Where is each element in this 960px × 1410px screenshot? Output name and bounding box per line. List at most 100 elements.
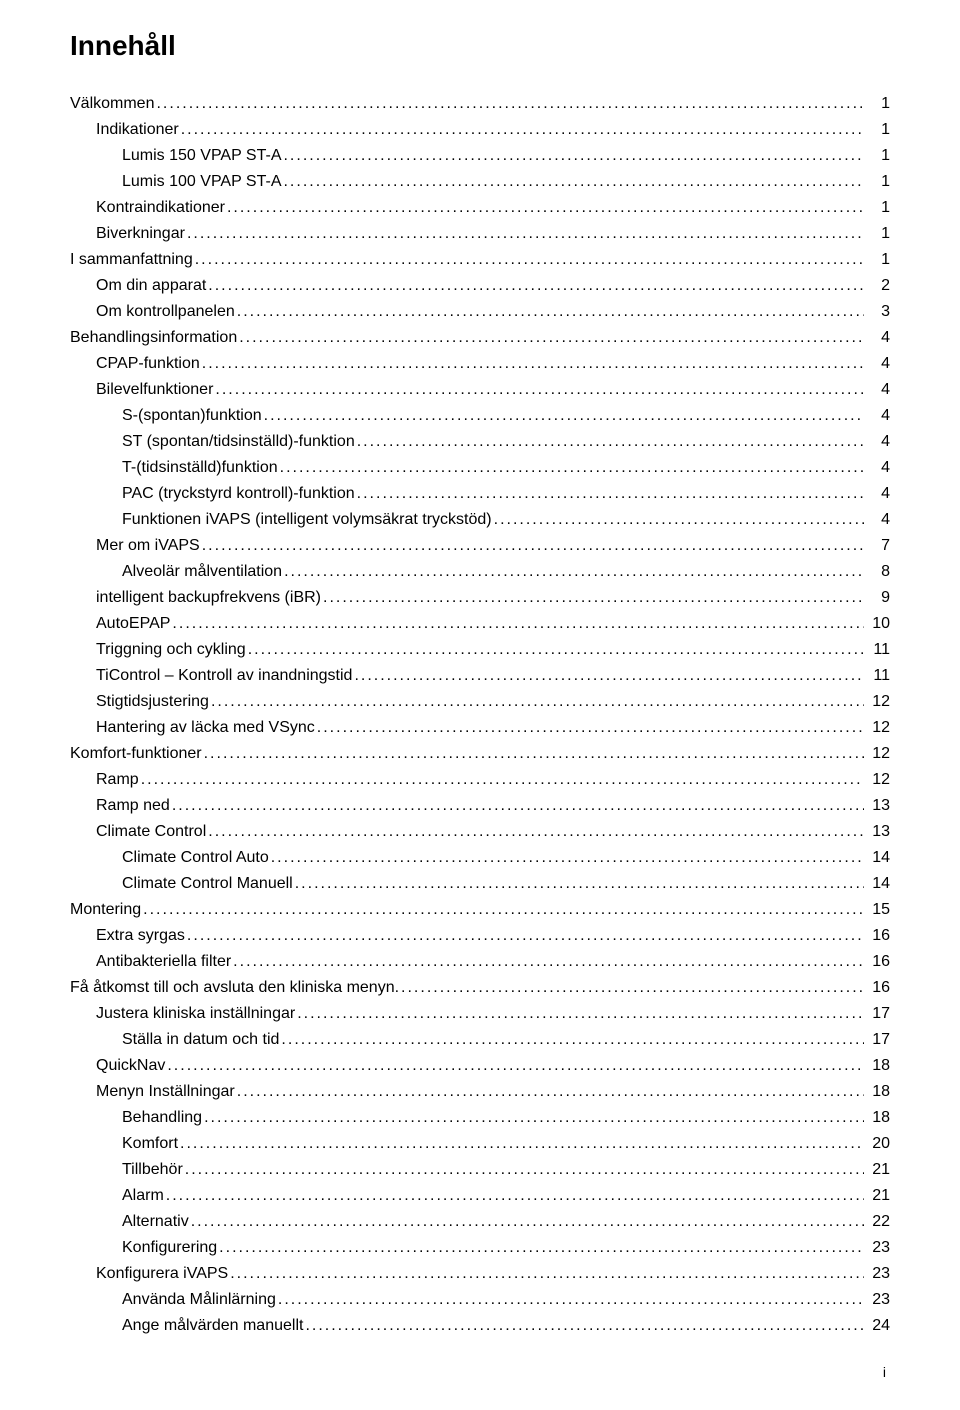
toc-entry-label: Mer om iVAPS [96,534,200,558]
toc-leader-dots [233,950,864,974]
toc-leader-dots [230,1262,864,1286]
toc-leader-dots [166,1184,864,1208]
toc-entry-page: 4 [866,326,890,350]
toc-row: Climate Control Manuell14 [70,872,890,896]
toc-entry-page: 17 [866,1028,890,1052]
toc-leader-dots [280,456,864,480]
toc-entry-page: 11 [866,664,890,688]
toc-row: Behandling18 [70,1106,890,1130]
toc-leader-dots [284,560,864,584]
toc-row: Komfort-funktioner 12 [70,742,890,766]
toc-entry-page: 18 [866,1054,890,1078]
toc-entry-page: 4 [866,404,890,428]
toc-leader-dots [357,430,864,454]
toc-entry-label: Hantering av läcka med VSync [96,716,315,740]
toc-leader-dots [357,482,864,506]
toc-entry-page: 14 [866,872,890,896]
toc-entry-label: Menyn Inställningar [96,1080,235,1104]
toc-entry-label: Ramp ned [96,794,170,818]
toc-entry-label: Lumis 100 VPAP ST-A [122,170,281,194]
toc-row: QuickNav18 [70,1054,890,1078]
table-of-contents: Välkommen1Indikationer1Lumis 150 VPAP ST… [70,92,890,1338]
toc-row: Använda Målinlärning23 [70,1288,890,1312]
toc-leader-dots [215,378,864,402]
toc-entry-page: 9 [866,586,890,610]
toc-entry-page: 21 [866,1184,890,1208]
toc-entry-page: 14 [866,846,890,870]
toc-leader-dots [156,92,864,116]
toc-entry-page: 8 [866,560,890,584]
toc-entry-label: Funktionen iVAPS (intelligent volymsäkra… [122,508,492,532]
toc-row: Om din apparat2 [70,274,890,298]
toc-entry-label: T-(tidsinställd)funktion [122,456,278,480]
toc-entry-page: 4 [866,378,890,402]
toc-entry-label: Lumis 150 VPAP ST-A [122,144,281,168]
toc-leader-dots [271,846,864,870]
toc-entry-page: 1 [866,248,890,272]
toc-entry-page: 4 [866,430,890,454]
toc-entry-page: 12 [866,742,890,766]
toc-entry-label: intelligent backupfrekvens (iBR) [96,586,321,610]
toc-entry-label: Antibakteriella filter [96,950,231,974]
toc-row: Funktionen iVAPS (intelligent volymsäkra… [70,508,890,532]
toc-row: Triggning och cykling 11 [70,638,890,662]
toc-entry-label: Ställa in datum och tid [122,1028,279,1052]
toc-entry-page: 21 [866,1158,890,1182]
toc-entry-label: AutoEPAP [96,612,170,636]
toc-leader-dots [204,1106,864,1130]
toc-entry-page: 11 [866,638,890,662]
toc-entry-label: Tillbehör [122,1158,183,1182]
toc-row: Lumis 100 VPAP ST-A1 [70,170,890,194]
toc-leader-dots [202,534,864,558]
toc-entry-page: 12 [866,768,890,792]
toc-row: Om kontrollpanelen3 [70,300,890,324]
toc-entry-page: 23 [866,1236,890,1260]
toc-row: Biverkningar1 [70,222,890,246]
toc-entry-label: Konfigurera iVAPS [96,1262,228,1286]
toc-row: Bilevelfunktioner4 [70,378,890,402]
toc-entry-label: Triggning och cykling [96,638,246,662]
toc-row: Konfigurering23 [70,1236,890,1260]
toc-leader-dots [239,326,864,350]
toc-entry-page: 4 [866,352,890,376]
toc-entry-page: 4 [866,508,890,532]
toc-leader-dots [195,248,864,272]
toc-row: Hantering av läcka med VSync12 [70,716,890,740]
toc-entry-page: 1 [866,144,890,168]
toc-row: PAC (tryckstyrd kontroll)-funktion4 [70,482,890,506]
toc-leader-dots [187,222,864,246]
toc-row: Extra syrgas16 [70,924,890,948]
toc-entry-label: Alveolär målventilation [122,560,282,584]
toc-entry-page: 22 [866,1210,890,1234]
toc-row: Climate Control Auto14 [70,846,890,870]
toc-row: Tillbehör 21 [70,1158,890,1182]
toc-entry-label: Extra syrgas [96,924,185,948]
toc-entry-page: 10 [866,612,890,636]
toc-entry-page: 16 [866,950,890,974]
toc-row: Få åtkomst till och avsluta den kliniska… [70,976,890,1000]
toc-entry-label: Komfort-funktioner [70,742,202,766]
toc-leader-dots [172,794,864,818]
toc-leader-dots [180,1132,864,1156]
toc-entry-label: Ramp [96,768,139,792]
toc-entry-page: 2 [866,274,890,298]
toc-row: Ramp 12 [70,768,890,792]
toc-entry-page: 1 [866,196,890,220]
toc-entry-page: 7 [866,534,890,558]
toc-entry-label: Justera kliniska inställningar [96,1002,295,1026]
toc-row: AutoEPAP 10 [70,612,890,636]
toc-leader-dots [167,1054,864,1078]
toc-leader-dots [204,742,864,766]
toc-row: Kontraindikationer1 [70,196,890,220]
toc-leader-dots [181,118,864,142]
toc-row: Mer om iVAPS 7 [70,534,890,558]
toc-entry-page: 4 [866,482,890,506]
toc-entry-page: 17 [866,1002,890,1026]
toc-entry-label: Alarm [122,1184,164,1208]
toc-entry-label: S-(spontan)funktion [122,404,262,428]
toc-row: Alveolär målventilation 8 [70,560,890,584]
toc-entry-label: Behandling [122,1106,202,1130]
toc-row: Ramp ned13 [70,794,890,818]
toc-leader-dots [323,586,864,610]
toc-entry-label: Ange målvärden manuellt [122,1314,303,1338]
